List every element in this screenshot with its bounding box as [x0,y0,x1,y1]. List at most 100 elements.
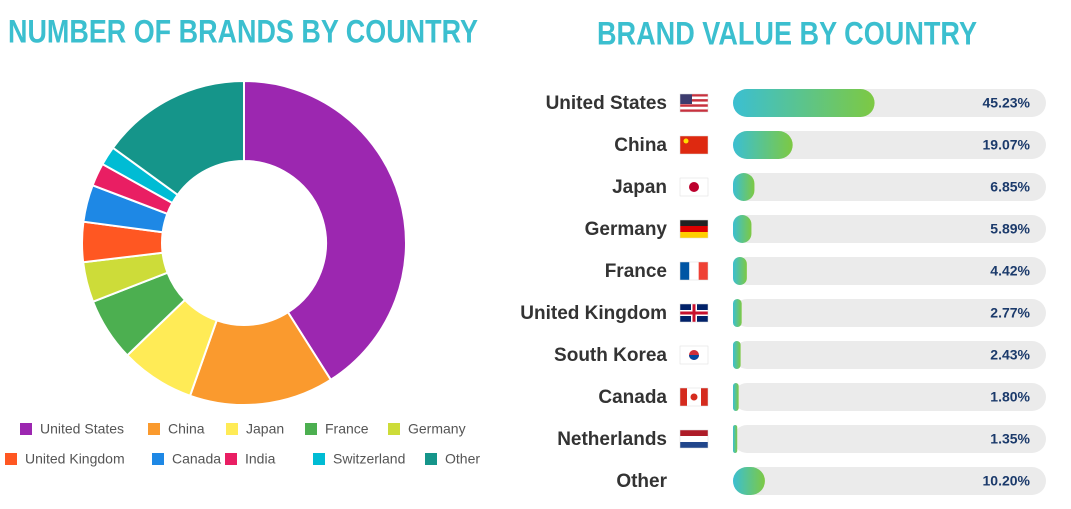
bar [733,299,742,327]
bar [733,89,875,117]
flag-border [679,219,709,239]
bar [733,131,793,159]
bar-track [733,425,1046,453]
country-label: China [614,135,667,156]
flag-part [680,99,708,102]
legend-swatch [5,453,17,465]
donut-title: NUMBER OF BRANDS BY COUNTRY [8,13,478,49]
legend-swatch [305,423,317,435]
country-label: Germany [585,219,668,240]
flag-part [680,262,690,280]
flag-part [683,138,689,144]
country-label: South Korea [554,345,667,366]
flag-part [680,104,708,107]
value-label: 2.77% [990,305,1030,321]
bar-track [733,173,1046,201]
legend-swatch [313,453,325,465]
country-label: Other [616,471,667,492]
value-label: 4.42% [990,263,1030,279]
flag-part [689,355,699,360]
flag-part [701,388,708,406]
bar-title: BRAND VALUE BY COUNTRY [597,15,977,51]
donut-slice [243,79,407,382]
flag-icon [679,177,709,197]
donut-slice [111,79,245,197]
bar-track [733,383,1046,411]
value-label: 1.80% [990,389,1030,405]
legend-label: United Kingdom [25,451,125,467]
flag-border [679,177,709,197]
flag-icon [679,345,709,365]
legend-label: India [245,451,276,467]
legend-label: United States [40,421,124,437]
legend-swatch [148,423,160,435]
bar [733,383,739,411]
flag-part [680,388,687,406]
legend-swatch [152,453,164,465]
bar-track [733,341,1046,369]
flag-part [690,393,698,401]
legend-swatch [226,423,238,435]
legend-label: China [168,421,205,437]
country-label: United Kingdom [520,303,667,324]
legend-label: Japan [246,421,284,437]
flag-border [679,387,709,407]
flag-icon [679,303,709,323]
bar [733,467,765,495]
flag-icon [679,135,709,155]
flag-part [698,262,708,280]
legend-swatch [388,423,400,435]
bar-track [733,131,1046,159]
value-label: 2.43% [990,347,1030,363]
legend-swatch [225,453,237,465]
bar-track [733,299,1046,327]
bar [733,173,755,201]
bar [733,215,752,243]
flag-icon [679,93,709,113]
flag-icon [679,429,709,449]
flag-icon [679,387,709,407]
value-label: 6.85% [990,179,1030,195]
value-label: 5.89% [990,221,1030,237]
flag-border [679,135,709,155]
flag-part [680,94,692,104]
flag-border [679,261,709,281]
legend-label: Switzerland [333,451,405,467]
flag-part [689,262,699,280]
flag-border [679,429,709,449]
country-label: Japan [612,177,667,198]
legend-swatch [425,453,437,465]
legend-label: Canada [172,451,221,467]
flag-part [680,109,708,112]
country-label: United States [546,93,667,114]
country-label: France [605,261,667,282]
flag-part [680,94,708,97]
value-label: 19.07% [983,137,1031,153]
flag-icon [679,219,709,239]
flag-part [680,220,708,226]
legend-label: Other [445,451,480,467]
bar [733,425,738,453]
flag-part [680,106,708,110]
legend-label: Germany [408,421,466,437]
flag-part [680,96,708,100]
flag-border [679,345,709,365]
country-label: Netherlands [557,429,667,450]
flag-part [680,430,708,436]
legend-swatch [20,423,32,435]
flag-part [680,226,708,232]
flag-part [680,436,708,442]
flag-icon [679,261,709,281]
value-label: 45.23% [983,95,1031,111]
flag-border [679,303,709,323]
bar-track [733,257,1046,285]
bar [733,341,741,369]
flag-part [680,311,708,315]
flag-part [680,232,708,238]
flag-part [689,182,699,192]
flag-part [680,101,708,105]
country-label: Canada [598,387,667,408]
bar-track [733,467,1046,495]
value-label: 1.35% [990,431,1030,447]
